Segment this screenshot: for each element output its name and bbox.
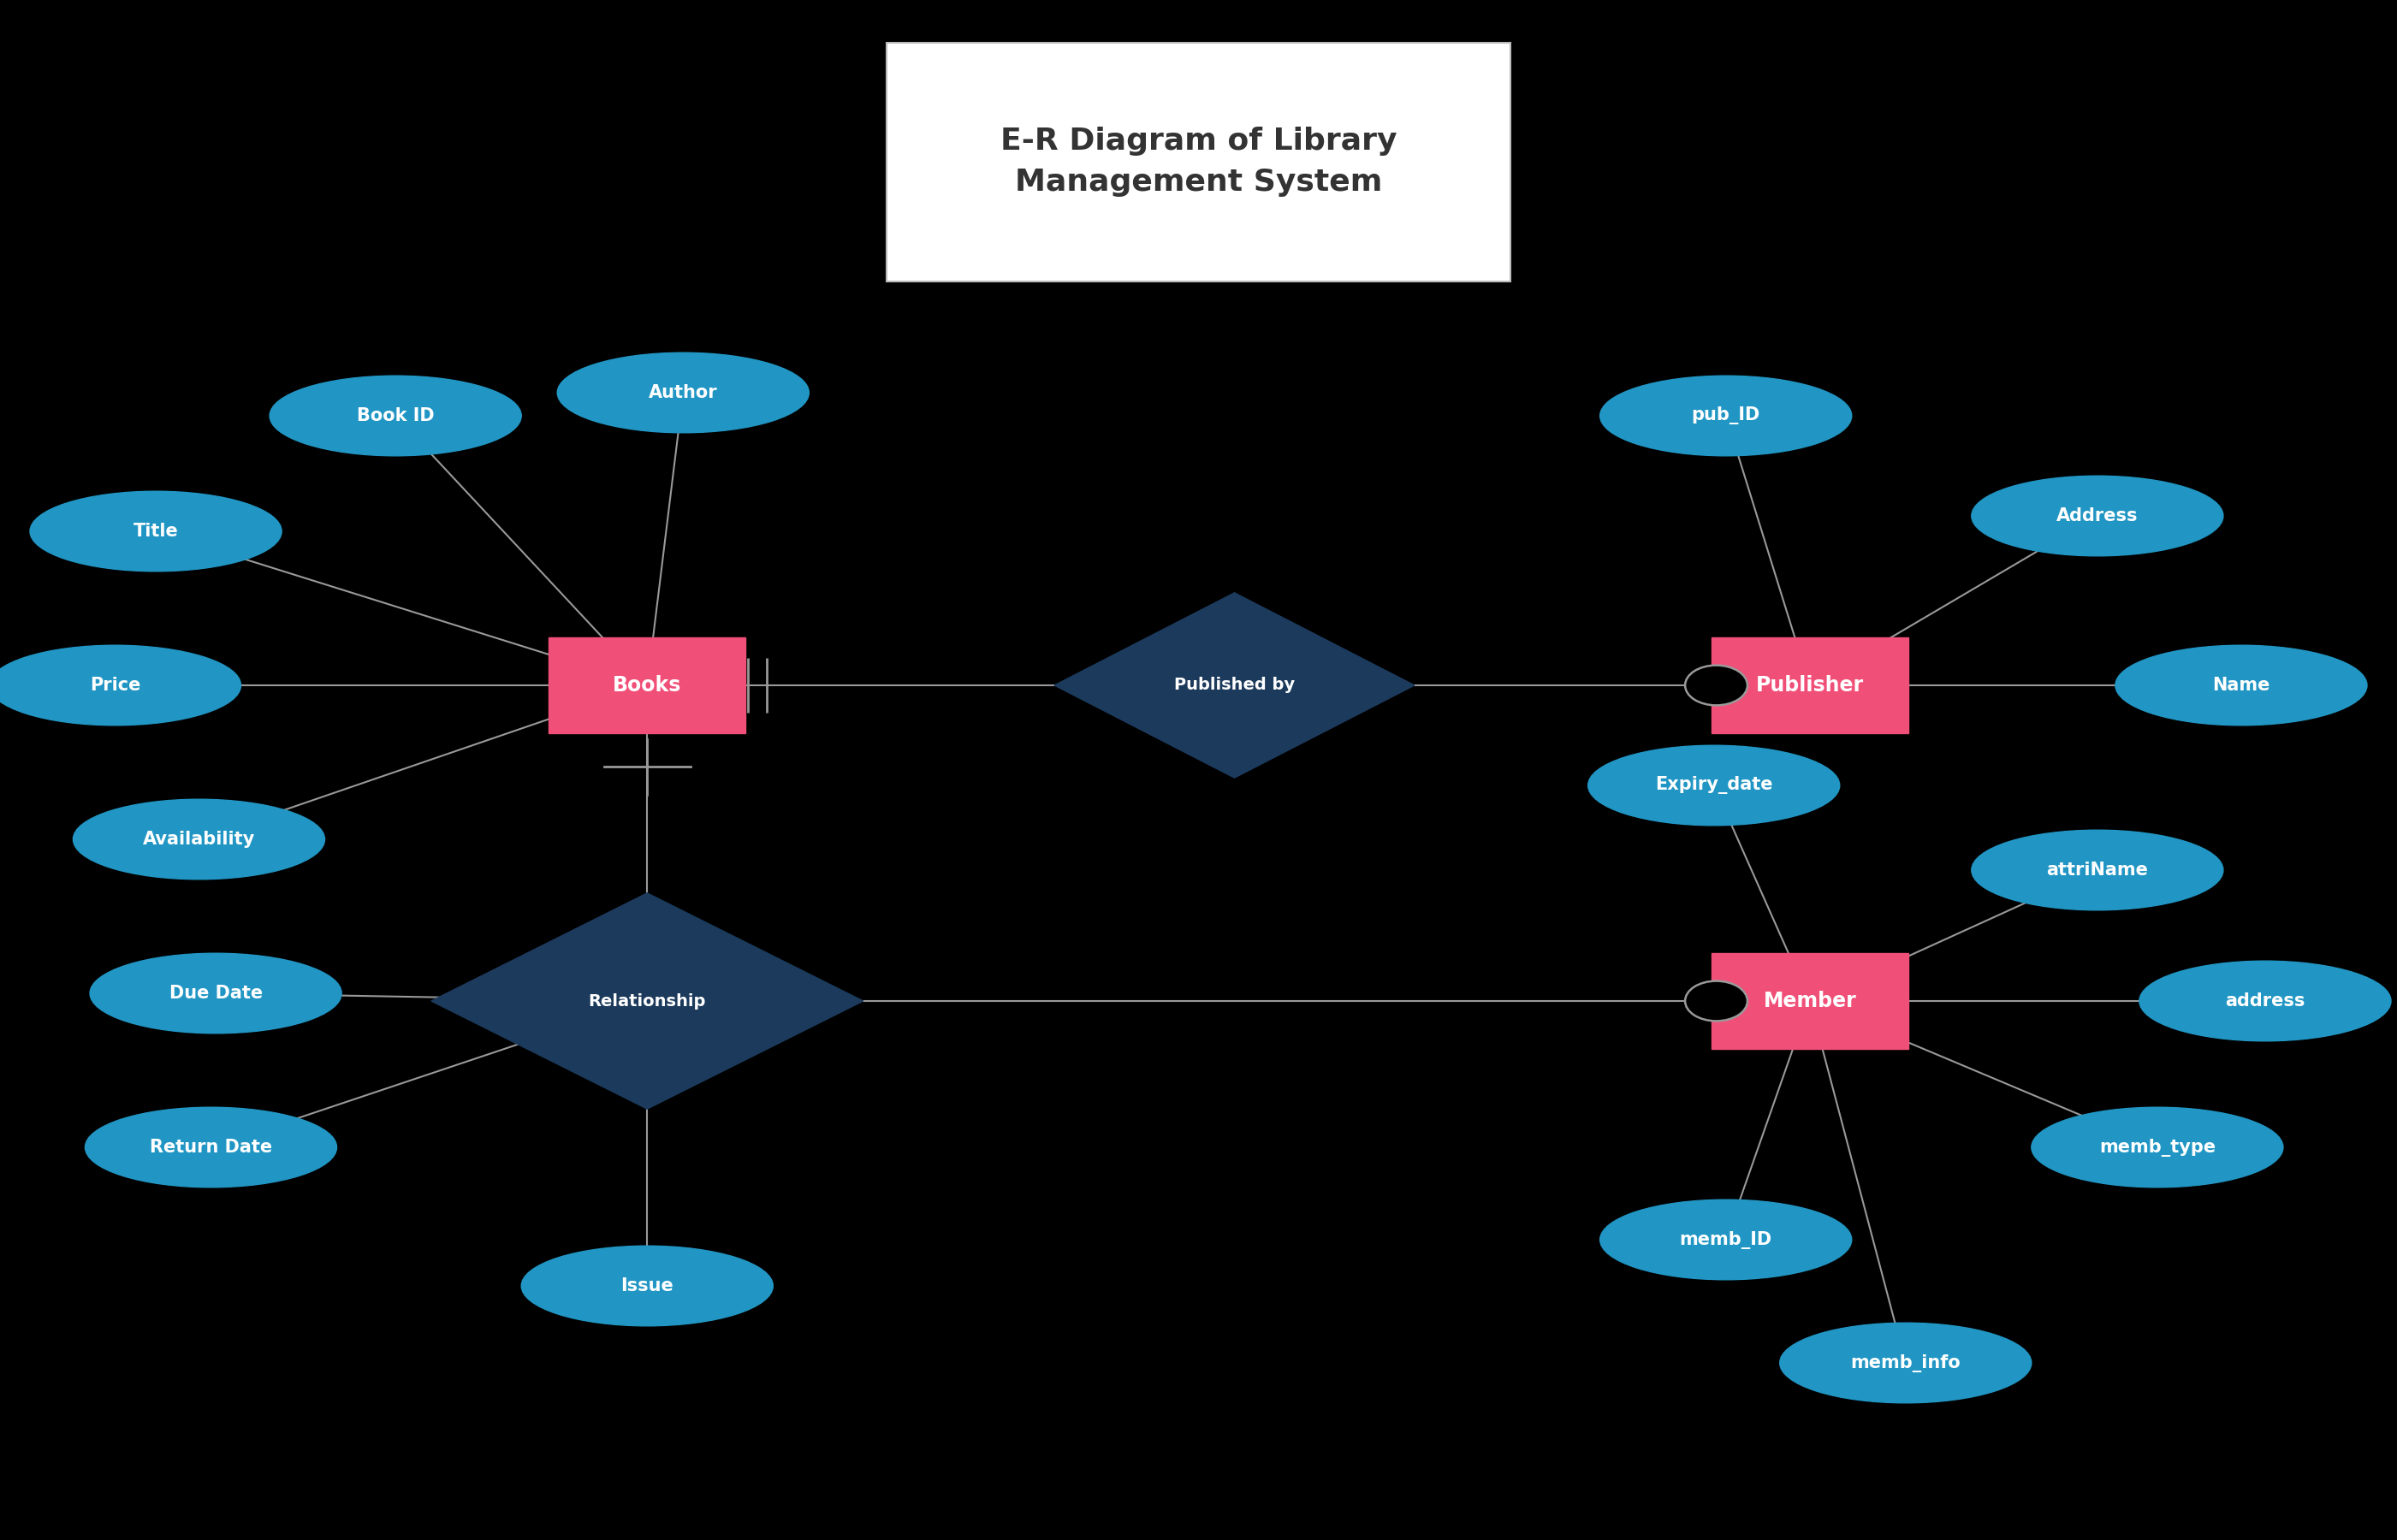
Text: memb_type: memb_type (2100, 1138, 2215, 1157)
Text: memb_ID: memb_ID (1680, 1230, 1771, 1249)
FancyBboxPatch shape (549, 638, 745, 733)
Text: attriName: attriName (2047, 861, 2148, 879)
Ellipse shape (2033, 1107, 2282, 1187)
Text: memb_info: memb_info (1850, 1354, 1961, 1372)
Text: address: address (2224, 992, 2306, 1010)
Ellipse shape (2141, 961, 2390, 1041)
Text: Name: Name (2212, 676, 2270, 695)
Ellipse shape (86, 1107, 336, 1187)
Text: Price: Price (89, 676, 141, 695)
Polygon shape (1055, 593, 1414, 778)
Text: Return Date: Return Date (149, 1138, 273, 1157)
Text: pub_ID: pub_ID (1692, 407, 1759, 425)
Circle shape (1685, 981, 1747, 1021)
Ellipse shape (556, 353, 810, 433)
Polygon shape (431, 893, 863, 1109)
FancyBboxPatch shape (887, 42, 1510, 280)
Text: Relationship: Relationship (587, 993, 707, 1009)
Text: Availability: Availability (144, 830, 254, 849)
Text: Due Date: Due Date (170, 984, 261, 1003)
Ellipse shape (2117, 645, 2366, 725)
Ellipse shape (523, 1246, 774, 1326)
Text: Address: Address (2057, 507, 2138, 525)
Ellipse shape (74, 799, 324, 879)
FancyBboxPatch shape (1711, 638, 1908, 733)
Ellipse shape (1973, 476, 2224, 556)
Ellipse shape (31, 491, 283, 571)
Text: Books: Books (614, 675, 681, 696)
Text: Title: Title (134, 522, 177, 541)
Ellipse shape (1601, 1200, 1853, 1280)
Text: Author: Author (650, 383, 717, 402)
Ellipse shape (271, 376, 523, 456)
FancyBboxPatch shape (1711, 953, 1908, 1049)
Ellipse shape (1973, 830, 2224, 910)
Text: Book ID: Book ID (357, 407, 434, 425)
Text: Published by: Published by (1175, 678, 1294, 693)
Text: Member: Member (1764, 990, 1855, 1012)
Ellipse shape (1587, 745, 1841, 825)
Circle shape (1685, 665, 1747, 705)
Ellipse shape (1781, 1323, 2033, 1403)
Ellipse shape (0, 645, 240, 725)
Ellipse shape (91, 953, 340, 1033)
Text: E-R Diagram of Library
Management System: E-R Diagram of Library Management System (1000, 126, 1397, 197)
Text: Expiry_date: Expiry_date (1654, 776, 1774, 795)
Text: Publisher: Publisher (1755, 675, 1865, 696)
Ellipse shape (1601, 376, 1853, 456)
Text: Issue: Issue (621, 1277, 674, 1295)
